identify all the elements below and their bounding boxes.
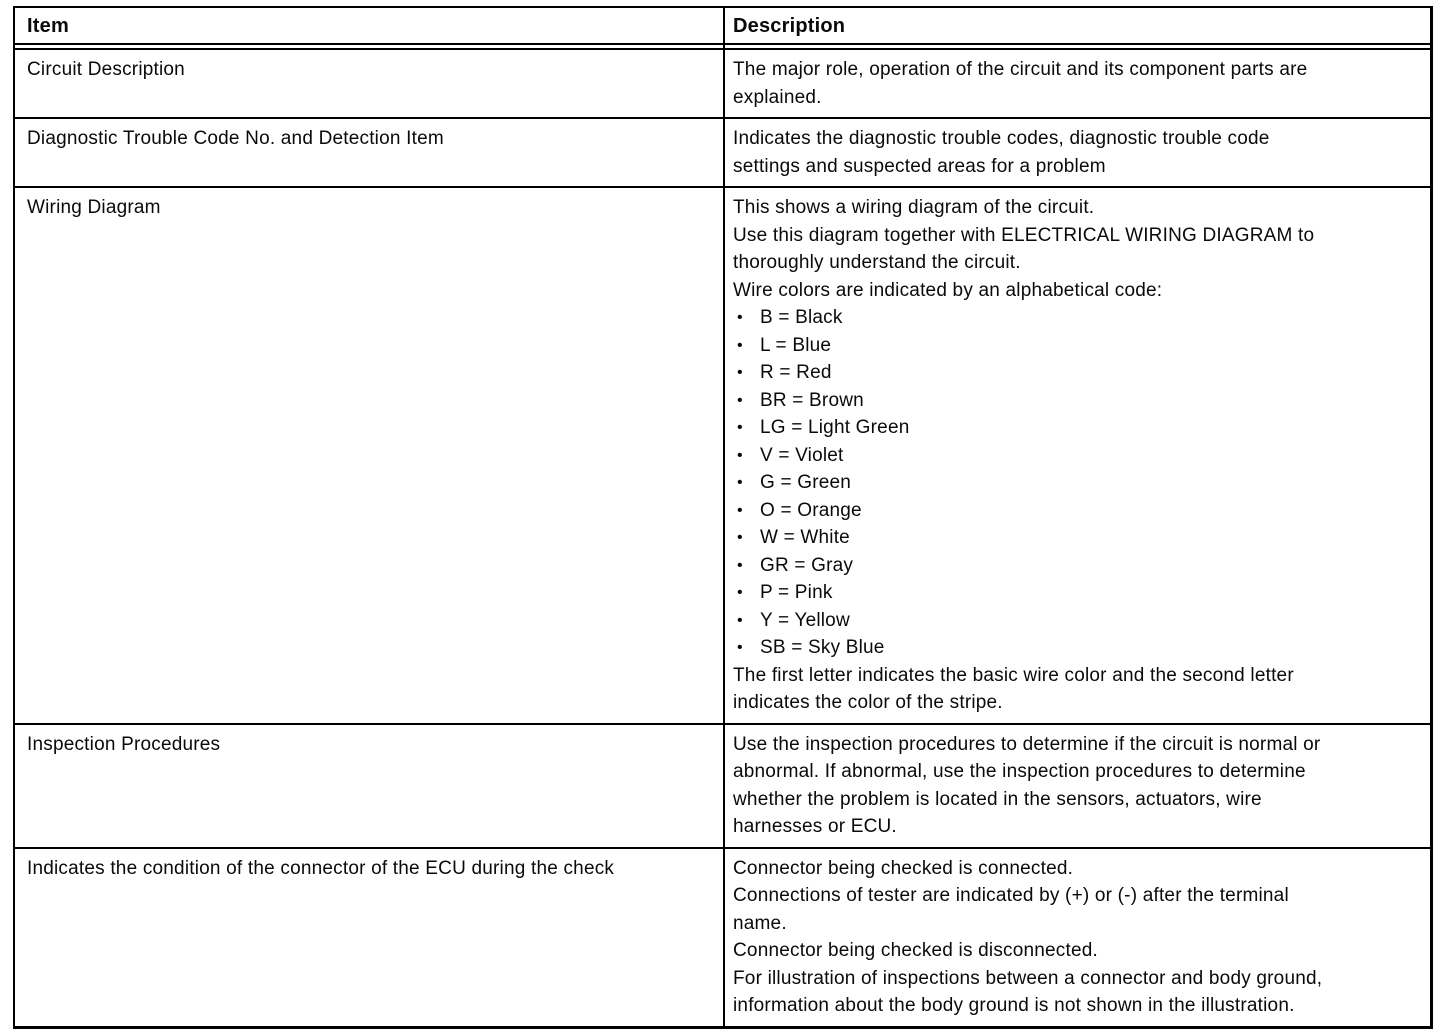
wire-color-bullet-item: • GR = Gray [733, 552, 1424, 580]
wire-color-bullet-item: • P = Pink [733, 579, 1424, 607]
wire-color-bullet-item: • O = Orange [733, 497, 1424, 525]
bullet-icon: • [737, 419, 743, 436]
description-cell: The major role, operation of the circuit… [725, 50, 1430, 117]
description-text-line: This shows a wiring diagram of the circu… [733, 197, 1095, 218]
description-cell: Indicates the diagnostic trouble codes, … [725, 119, 1430, 186]
bullet-icon: • [737, 391, 743, 409]
bullet-item-text: SB = Sky Blue [760, 637, 885, 658]
table-row: Indicates the condition of the connector… [15, 846, 1430, 1026]
table-row: Wiring Diagram This shows a wiring diagr… [15, 186, 1430, 723]
description-text-line: For illustration of inspections between … [733, 967, 1323, 989]
item-cell: Wiring Diagram [15, 188, 725, 723]
wire-color-bullet-item: • W = White [733, 524, 1424, 552]
description-text-line: The major role, operation of the circuit… [733, 59, 1308, 80]
wire-color-bullet-item: • SB = Sky Blue [733, 634, 1424, 662]
table-header-row: Item Description [15, 8, 1430, 45]
wire-color-bullet-item: • LG = Light Green [733, 414, 1424, 442]
description-cell: Connector being checked is connected. Con… [725, 849, 1430, 1026]
description-text-line: Use the inspection procedures to determi… [733, 733, 1321, 755]
description-text-line: Connections of tester are indicated by (… [733, 885, 1289, 906]
column-header-description: Description [733, 15, 846, 37]
description-text-line: Wire colors are indicated by an alphabet… [733, 279, 1163, 301]
description-text-line: Connector being checked is connected. [733, 857, 1074, 879]
bullet-item-text: L = Blue [760, 334, 832, 356]
item-description-table: Item Description Circuit Description The… [13, 6, 1433, 1029]
header-double-rule-gap-left [15, 45, 725, 48]
bullet-item-text: GR = Gray [760, 554, 854, 576]
bullet-icon: • [737, 474, 743, 491]
table-row: Circuit Description The major role, oper… [15, 48, 1430, 117]
bullet-item-text: R = Red [760, 362, 832, 383]
wire-color-bullet-item: • V = Violet [733, 442, 1424, 470]
description-text-line: indicates the color of the stripe. [733, 692, 1003, 713]
column-header-item: Item [15, 8, 725, 43]
bullet-item-text: Y = Yellow [760, 609, 850, 631]
bullet-item-text: G = Green [760, 472, 852, 493]
bullet-icon: • [737, 446, 743, 464]
description-text-line: Indicates the diagnostic trouble codes, … [733, 128, 1270, 149]
header-double-rule-gap [15, 45, 1430, 48]
description-text-line: name. [733, 912, 787, 934]
description-cell: This shows a wiring diagram of the circu… [725, 188, 1430, 723]
header-double-rule-gap-right [725, 45, 1430, 48]
description-text-line: explained. [733, 86, 822, 108]
bullet-icon: • [737, 501, 743, 519]
wire-color-bullet-item: • G = Green [733, 469, 1424, 497]
description-text-line: harnesses or ECU. [733, 816, 897, 837]
table-row: Diagnostic Trouble Code No. and Detectio… [15, 117, 1430, 186]
wire-color-bullet-item: • R = Red [733, 359, 1424, 387]
item-cell: Indicates the condition of the connector… [15, 848, 725, 1026]
description-text-line: Connector being checked is disconnected. [733, 940, 1099, 961]
bullet-item-text: B = Black [760, 307, 843, 328]
bullet-item-text: LG = Light Green [760, 417, 910, 438]
bullet-icon: • [737, 556, 743, 574]
bullet-icon: • [737, 364, 743, 381]
bullet-item-text: P = Pink [760, 582, 833, 603]
item-cell: Diagnostic Trouble Code No. and Detectio… [15, 119, 725, 186]
wire-color-bullet-item: • BR = Brown [733, 387, 1424, 415]
description-cell: Use the inspection procedures to determi… [725, 725, 1430, 847]
bullet-icon: • [737, 529, 743, 546]
description-text-line: information about the body ground is not… [733, 995, 1295, 1016]
bullet-icon: • [737, 309, 743, 326]
wire-color-bullet-item: • Y = Yellow [733, 607, 1424, 635]
bullet-icon: • [737, 336, 743, 354]
bullet-item-text: V = Violet [760, 444, 844, 466]
description-text-line: Use this diagram together with ELECTRICA… [733, 224, 1315, 246]
item-cell: Inspection Procedures [15, 724, 725, 847]
description-text-line: settings and suspected areas for a probl… [733, 155, 1106, 177]
bullet-item-text: O = Orange [760, 499, 862, 521]
description-text-line: thoroughly understand the circuit. [733, 252, 1021, 273]
bullet-item-text: BR = Brown [760, 389, 864, 411]
bullet-icon: • [737, 639, 743, 656]
description-text-line: abnormal. If abnormal, use the inspectio… [733, 761, 1306, 782]
description-text-line: whether the problem is located in the se… [733, 788, 1262, 810]
description-text-line: The first letter indicates the basic wir… [733, 664, 1294, 686]
wire-color-bullet-item: • B = Black [733, 304, 1424, 332]
bullet-item-text: W = White [760, 527, 850, 548]
item-cell: Circuit Description [15, 50, 725, 117]
table-row: Inspection Procedures Use the inspection… [15, 722, 1430, 847]
bullet-icon: • [737, 584, 743, 601]
wire-color-bullet-item: • L = Blue [733, 332, 1424, 360]
bullet-icon: • [737, 611, 743, 629]
